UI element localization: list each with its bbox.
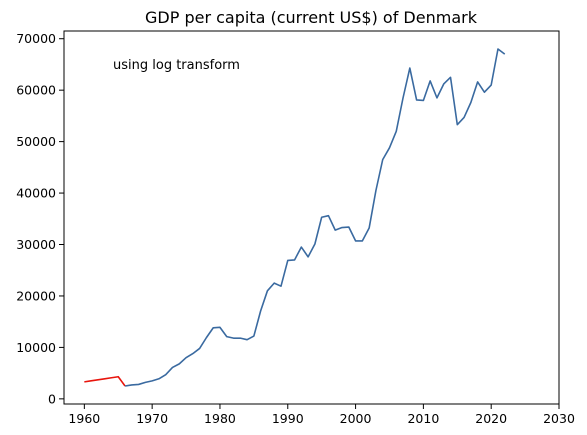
- series-line-1: [124, 48, 506, 387]
- y-tick-label: 10000: [16, 340, 56, 355]
- x-tick-label: 1960: [68, 411, 100, 426]
- y-tick-label: 30000: [16, 237, 56, 252]
- y-tick-label: 50000: [16, 134, 56, 149]
- y-tick-label: 40000: [16, 186, 56, 201]
- x-tick-label: 1990: [272, 411, 304, 426]
- x-tick-label: 1980: [204, 411, 236, 426]
- y-tick-label: 60000: [16, 83, 56, 98]
- x-tick-label: 2020: [475, 411, 507, 426]
- series-layer: [84, 48, 506, 387]
- series-line-0: [84, 375, 126, 387]
- x-tick-label: 2010: [407, 411, 439, 426]
- y-tick-label: 20000: [16, 288, 56, 303]
- y-tick-label: 0: [48, 391, 56, 406]
- chart-annotation: using log transform: [113, 58, 240, 73]
- x-tick-label: 2030: [543, 411, 575, 426]
- y-axis: 0 10000 20000 30000 40000 50000 60000 70000: [16, 31, 64, 406]
- plot-frame: [63, 30, 560, 405]
- x-axis: 1960 1970 1980 1990 2000 2010 2020 2030: [68, 404, 575, 426]
- chart-title: GDP per capita (current US$) of Denmark: [145, 8, 478, 27]
- x-tick-label: 1970: [136, 411, 168, 426]
- y-tick-label: 70000: [16, 31, 56, 46]
- x-tick-label: 2000: [340, 411, 372, 426]
